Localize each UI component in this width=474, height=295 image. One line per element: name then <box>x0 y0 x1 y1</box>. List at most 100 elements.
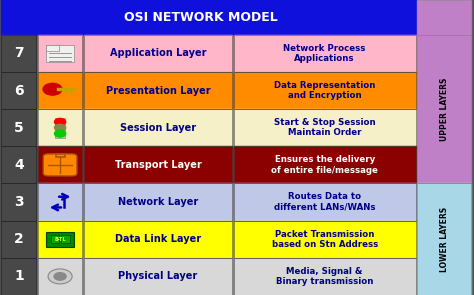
FancyBboxPatch shape <box>46 45 74 62</box>
Text: Start & Stop Session
Maintain Order: Start & Stop Session Maintain Order <box>274 118 375 137</box>
Circle shape <box>48 269 72 284</box>
Text: 5: 5 <box>14 121 24 135</box>
Text: OSI NETWORK MODEL: OSI NETWORK MODEL <box>124 11 277 24</box>
Bar <box>38 35 82 72</box>
Bar <box>234 258 416 295</box>
Bar <box>38 183 82 221</box>
Bar <box>417 0 471 35</box>
Bar <box>38 109 82 146</box>
Circle shape <box>55 118 66 125</box>
Bar <box>1 221 36 258</box>
FancyBboxPatch shape <box>46 232 74 247</box>
Bar <box>1 72 36 109</box>
FancyBboxPatch shape <box>61 235 70 243</box>
Bar <box>1 109 36 146</box>
Bar <box>84 146 232 183</box>
Circle shape <box>54 273 66 280</box>
Text: 4: 4 <box>14 158 24 172</box>
Bar <box>234 72 416 109</box>
Bar <box>234 35 416 72</box>
Text: Data Link Layer: Data Link Layer <box>115 234 201 244</box>
Text: Packet Transmission
based on Stn Address: Packet Transmission based on Stn Address <box>272 230 378 249</box>
Bar <box>1 35 36 72</box>
Bar <box>1 146 36 183</box>
Bar <box>234 109 416 146</box>
Bar <box>84 109 232 146</box>
Bar <box>234 183 416 221</box>
Text: Session Layer: Session Layer <box>120 123 196 133</box>
Bar <box>84 221 232 258</box>
Text: 7: 7 <box>14 46 24 60</box>
Text: Transport Layer: Transport Layer <box>115 160 201 170</box>
Bar <box>84 109 232 146</box>
Bar <box>234 258 416 295</box>
Bar <box>84 183 232 221</box>
Bar <box>38 183 82 221</box>
Bar <box>234 146 416 183</box>
Bar <box>1 146 36 183</box>
Bar <box>1 258 36 295</box>
Circle shape <box>55 130 66 137</box>
Text: LOWER LAYERS: LOWER LAYERS <box>439 207 448 272</box>
Text: 6: 6 <box>14 83 24 98</box>
Text: Application Layer: Application Layer <box>110 48 206 58</box>
Bar <box>234 72 416 109</box>
Bar <box>234 221 416 258</box>
Bar <box>38 258 82 295</box>
Bar <box>417 183 471 295</box>
Bar <box>1 35 36 72</box>
Circle shape <box>43 83 62 95</box>
Text: Ensures the delivery
of entire file/message: Ensures the delivery of entire file/mess… <box>271 155 378 175</box>
Bar <box>38 146 82 183</box>
Bar <box>417 35 471 183</box>
Text: Network Process
Applications: Network Process Applications <box>283 44 366 63</box>
Bar <box>84 221 232 258</box>
Bar <box>234 221 416 258</box>
Bar <box>1 183 36 221</box>
Bar <box>234 35 416 72</box>
Bar <box>38 221 82 258</box>
Bar <box>84 258 232 295</box>
Bar <box>38 221 82 258</box>
FancyBboxPatch shape <box>51 235 59 243</box>
Bar <box>234 146 416 183</box>
Text: Routes Data to
different LANs/WANs: Routes Data to different LANs/WANs <box>274 192 375 212</box>
Text: UPPER LAYERS: UPPER LAYERS <box>439 78 448 141</box>
FancyBboxPatch shape <box>43 154 77 176</box>
Bar <box>1 258 36 295</box>
Bar <box>1 0 417 35</box>
Bar <box>1 221 36 258</box>
Bar <box>84 258 232 295</box>
Bar <box>38 146 82 183</box>
FancyBboxPatch shape <box>46 45 59 51</box>
Bar <box>84 35 232 72</box>
Bar <box>417 183 471 295</box>
Bar <box>38 72 82 109</box>
Bar <box>417 0 471 35</box>
Text: Presentation Layer: Presentation Layer <box>106 86 210 96</box>
Text: Data Representation
and Encryption: Data Representation and Encryption <box>274 81 375 100</box>
FancyBboxPatch shape <box>55 118 65 138</box>
Bar <box>1 72 36 109</box>
Bar <box>38 109 82 146</box>
Text: 2: 2 <box>14 232 24 246</box>
Bar <box>234 109 416 146</box>
Bar <box>84 146 232 183</box>
Bar <box>84 35 232 72</box>
Text: B-TL: B-TL <box>55 237 66 242</box>
Circle shape <box>55 124 66 131</box>
Bar <box>84 72 232 109</box>
Bar <box>1 109 36 146</box>
Bar <box>38 72 82 109</box>
Bar <box>38 258 82 295</box>
Bar <box>234 183 416 221</box>
Bar <box>417 35 471 183</box>
Bar <box>84 183 232 221</box>
Bar <box>38 35 82 72</box>
Text: 1: 1 <box>14 269 24 283</box>
Bar <box>1 183 36 221</box>
Text: Network Layer: Network Layer <box>118 197 198 207</box>
Bar <box>84 72 232 109</box>
Text: Physical Layer: Physical Layer <box>118 271 198 281</box>
Text: 3: 3 <box>14 195 24 209</box>
